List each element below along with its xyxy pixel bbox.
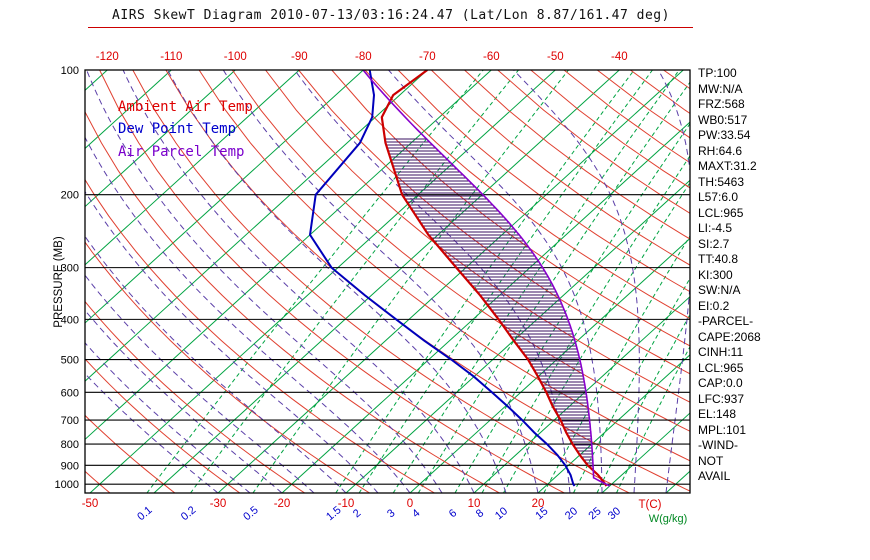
- svg-text:6: 6: [447, 507, 459, 520]
- legend-air-parcel-temp: Air Parcel Temp: [118, 144, 245, 160]
- stats-line: MW:N/A: [698, 81, 743, 96]
- svg-text:500: 500: [61, 355, 79, 367]
- svg-text:800: 800: [61, 439, 79, 451]
- mixing-ratio-lines: [146, 70, 690, 493]
- stats-line: EL:148: [698, 407, 737, 421]
- stats-line: CAPE:2068: [698, 329, 761, 344]
- svg-text:-100: -100: [224, 51, 247, 63]
- svg-text:0.5: 0.5: [241, 504, 260, 523]
- svg-text:900: 900: [61, 460, 79, 472]
- stats-line: TH:5463: [698, 174, 745, 189]
- stats-panel: TP:100 MW:N/A FRZ:568 WB0:517 PW:33.54 RH:64.…: [698, 66, 866, 485]
- svg-text:0.2: 0.2: [179, 504, 198, 523]
- stats-line: CAP:0.0: [698, 376, 743, 390]
- svg-text:-120: -120: [96, 51, 119, 63]
- svg-text:-70: -70: [419, 51, 436, 63]
- stats-line: MAXT:31.2: [698, 159, 757, 173]
- top-axis-ticks: -120 -110 -100 -90 -80 -70 -60 -50 -40: [96, 51, 628, 63]
- bottom-axis-ticks: -50 -30 -20 -10 0 10 20 T(C): [82, 498, 662, 511]
- svg-text:10: 10: [468, 498, 481, 510]
- stats-line: SI:2.7: [698, 236, 730, 251]
- svg-text:-110: -110: [160, 51, 182, 63]
- stats-line: KI:300: [698, 267, 733, 282]
- temp-axis-label: T(C): [639, 499, 662, 511]
- svg-text:25: 25: [586, 505, 603, 522]
- stats-line: TP:100: [698, 66, 737, 80]
- stats-line: FRZ:568: [698, 97, 745, 111]
- stats-line: LCL:965: [698, 205, 744, 220]
- pressure-labels: 100 200 300 400 500 600 700 800 900 1000 PRESSURE …: [53, 65, 79, 491]
- stats-line: SW:N/A: [698, 283, 741, 297]
- svg-text:-90: -90: [291, 51, 308, 63]
- svg-text:200: 200: [61, 190, 79, 202]
- stats-line: EI:0.2: [698, 298, 730, 313]
- svg-text:0: 0: [407, 498, 413, 510]
- svg-text:0.1: 0.1: [135, 504, 154, 523]
- svg-text:600: 600: [61, 387, 79, 399]
- stats-line: WB0:517: [698, 112, 748, 127]
- svg-text:-80: -80: [355, 51, 372, 63]
- svg-text:700: 700: [61, 415, 79, 427]
- svg-text:-60: -60: [483, 51, 500, 63]
- stats-line: LI:-4.5: [698, 221, 733, 235]
- stats-line: -WIND-: [698, 438, 738, 452]
- svg-text:3: 3: [385, 507, 397, 520]
- legend-ambient-air-temp: Ambient Air Temp: [118, 99, 253, 115]
- parcel-temp-curve: [362, 70, 611, 487]
- stats-line: PW:33.54: [698, 128, 751, 142]
- stats-line: LFC:937: [698, 391, 745, 406]
- stats-line: LCL:965: [698, 360, 744, 375]
- svg-text:20: 20: [563, 505, 580, 522]
- svg-text:4: 4: [410, 507, 422, 520]
- svg-text:-20: -20: [274, 498, 291, 510]
- pressure-axis-label: PRESSURE (MB): [53, 236, 65, 328]
- mixing-ratio-axis-label: W(g/kg): [649, 513, 688, 525]
- stats-line: L57:6.0: [698, 190, 739, 204]
- svg-text:2: 2: [351, 507, 363, 520]
- svg-text:1000: 1000: [55, 479, 79, 491]
- svg-text:300: 300: [61, 263, 79, 275]
- svg-text:-50: -50: [82, 498, 99, 510]
- stats-line: TT:40.8: [698, 252, 739, 266]
- ambient-temp-curve: [380, 70, 608, 487]
- svg-text:30: 30: [606, 505, 623, 522]
- svg-text:-40: -40: [611, 51, 628, 63]
- svg-text:-10: -10: [338, 498, 355, 510]
- title-underline: [88, 27, 693, 28]
- stats-line: -PARCEL-: [698, 314, 754, 328]
- dewpoint-curve: [308, 70, 576, 487]
- svg-text:-50: -50: [547, 51, 564, 63]
- plot-border: [84, 69, 691, 494]
- svg-text:10: 10: [493, 505, 510, 522]
- svg-text:8: 8: [474, 507, 486, 520]
- svg-text:100: 100: [61, 65, 79, 77]
- stats-line: AVAIL: [698, 469, 731, 483]
- stats-line: MPL:101: [698, 422, 747, 437]
- svg-text:400: 400: [61, 314, 79, 326]
- svg-text:20: 20: [532, 498, 545, 510]
- stats-line: NOT: [698, 453, 724, 468]
- svg-text:-30: -30: [210, 498, 227, 510]
- stats-line: RH:64.6: [698, 143, 743, 158]
- chart-title: AIRS SkewT Diagram 2010-07-13/03:16:24.4…: [112, 8, 670, 23]
- legend-dew-point-temp: Dew Point Temp: [118, 121, 237, 137]
- stats-line: CINH:11: [698, 345, 744, 359]
- cape-hatching: [384, 138, 594, 470]
